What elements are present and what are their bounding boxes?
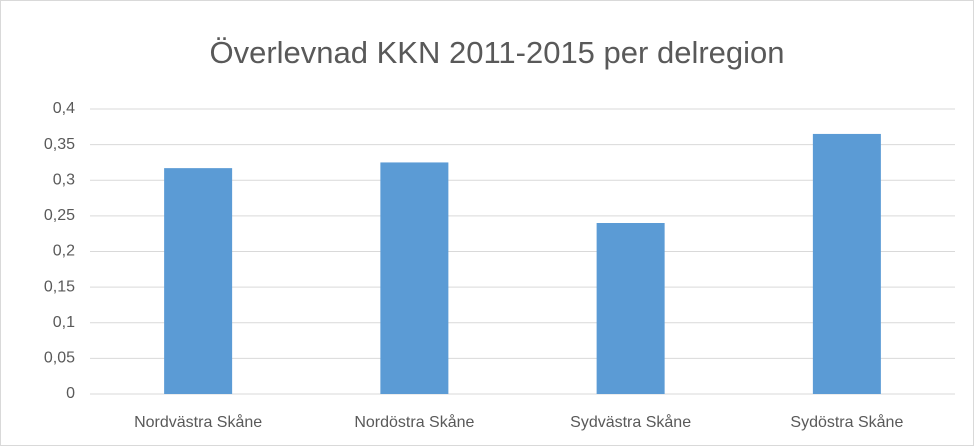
y-tick-label: 0,05 (44, 350, 75, 367)
chart-title: Överlevnad KKN 2011-2015 per delregion (209, 35, 784, 70)
y-tick-label: 0,1 (53, 314, 75, 331)
x-tick-label: Sydöstra Skåne (790, 413, 903, 431)
y-tick-label: 0,2 (53, 243, 75, 260)
bar (380, 162, 449, 394)
bar (812, 133, 881, 394)
y-tick-label: 0,25 (44, 207, 75, 224)
y-tick-label: 0,15 (44, 278, 75, 295)
y-tick-label: 0,4 (53, 100, 75, 117)
x-tick-label: Nordvästra Skåne (134, 413, 262, 431)
x-tick-label: Sydvästra Skåne (570, 413, 691, 431)
x-tick-label: Nordöstra Skåne (354, 413, 474, 431)
bar (164, 168, 233, 394)
y-tick-label: 0 (66, 385, 75, 402)
y-tick-label: 0,3 (53, 171, 75, 188)
y-tick-label: 0,35 (44, 136, 75, 153)
bar (596, 223, 665, 394)
